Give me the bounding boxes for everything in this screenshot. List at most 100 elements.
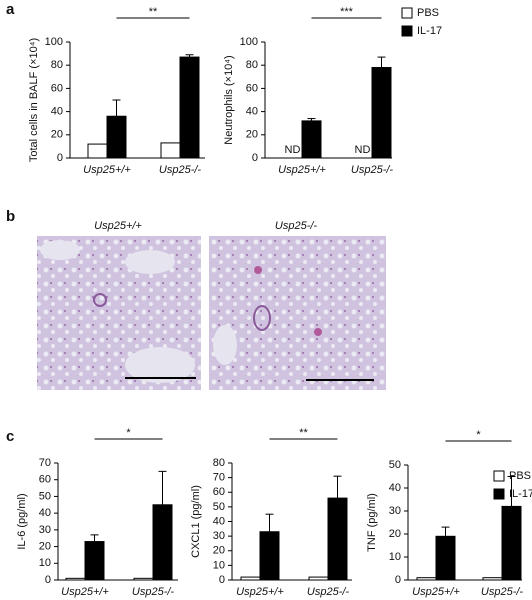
x-tick-label: Usp25+/+ [61, 586, 109, 598]
panel-label: b [6, 208, 15, 225]
y-tick-label: 20 [389, 528, 401, 540]
legend-swatch [401, 7, 413, 19]
legend-label: PBS [417, 7, 439, 19]
error-bar [158, 470, 167, 505]
y-tick-label: 0 [252, 152, 258, 164]
bar [327, 497, 348, 581]
bar [106, 115, 127, 159]
bar [160, 142, 181, 159]
y-tick-label: 100 [240, 36, 258, 48]
y-tick-label: 50 [39, 490, 51, 502]
legend-label: IL-17 [509, 488, 532, 500]
y-tick-label: 70 [39, 457, 51, 469]
y-tick-label: 0 [57, 152, 63, 164]
significance-label: * [476, 429, 481, 441]
bar [65, 577, 86, 581]
y-axis-label: CXCL1 (pg/ml) [190, 485, 202, 558]
y-tick-label: 20 [51, 129, 63, 141]
x-tick-label: Usp25+/+ [412, 586, 460, 598]
y-tick-label: 50 [389, 459, 401, 471]
y-axis-label: IL-6 (pg/ml) [16, 493, 28, 549]
histology-image [209, 236, 386, 390]
y-tick-label: 20 [213, 545, 225, 557]
y-tick-label: 10 [39, 557, 51, 569]
bar [435, 535, 456, 581]
y-tick-label: 60 [213, 486, 225, 498]
y-tick-label: 70 [213, 472, 225, 484]
error-bar [90, 534, 99, 542]
bar [84, 541, 105, 581]
y-tick-label: 40 [51, 106, 63, 118]
y-tick-label: 30 [39, 524, 51, 536]
bar [371, 67, 392, 159]
significance-label: *** [340, 6, 354, 18]
y-tick-label: 10 [213, 559, 225, 571]
image-label: Usp25+/+ [94, 220, 142, 232]
bar [501, 505, 522, 581]
panel-label: c [6, 428, 14, 445]
bar [308, 576, 329, 581]
bar [482, 577, 503, 581]
legend-swatch [493, 488, 505, 500]
error-bar [307, 118, 316, 121]
x-tick-label: Usp25-/- [307, 586, 350, 598]
x-tick-label: Usp25+/+ [278, 164, 326, 176]
error-bar [185, 54, 194, 58]
bar [240, 576, 261, 581]
y-tick-label: 10 [389, 551, 401, 563]
error-bar [112, 99, 121, 117]
bar [259, 531, 280, 581]
error-bar [507, 476, 516, 507]
x-tick-label: Usp25+/+ [83, 164, 131, 176]
error-bar [377, 56, 386, 68]
bar [152, 504, 173, 581]
y-tick-label: 20 [39, 540, 51, 552]
bar [87, 143, 108, 159]
significance-label: ** [149, 6, 158, 18]
y-tick-label: 0 [395, 574, 401, 586]
y-tick-label: 80 [51, 59, 63, 71]
value-label: ND [285, 144, 301, 156]
significance-label: * [126, 427, 131, 439]
bar [301, 120, 322, 159]
value-label: ND [355, 144, 371, 156]
legend-label: IL-17 [417, 25, 442, 37]
histology-image [37, 236, 201, 390]
x-tick-label: Usp25-/- [481, 586, 524, 598]
legend-swatch [493, 470, 505, 482]
error-bar [333, 475, 342, 499]
x-tick-label: Usp25+/+ [236, 586, 284, 598]
y-tick-label: 40 [389, 482, 401, 494]
y-tick-label: 0 [45, 574, 51, 586]
y-axis-label: TNF (pg/ml) [366, 493, 378, 552]
x-tick-label: Usp25-/- [351, 164, 394, 176]
x-tick-label: Usp25-/- [159, 164, 202, 176]
y-tick-label: 100 [45, 36, 63, 48]
y-tick-label: 60 [246, 82, 258, 94]
y-tick-label: 40 [213, 515, 225, 527]
bar [416, 577, 437, 581]
panel-label: a [6, 1, 15, 18]
y-tick-label: 40 [246, 106, 258, 118]
y-tick-label: 80 [213, 457, 225, 469]
y-axis-label: Neutrophils (×10⁴) [223, 55, 235, 144]
y-tick-label: 40 [39, 507, 51, 519]
y-tick-label: 60 [51, 82, 63, 94]
error-bar [441, 526, 450, 537]
legend-label: PBS [509, 470, 531, 482]
y-tick-label: 50 [213, 501, 225, 513]
legend-swatch [401, 25, 413, 37]
y-tick-label: 30 [389, 505, 401, 517]
bar [133, 577, 154, 581]
y-tick-label: 60 [39, 474, 51, 486]
image-label: Usp25-/- [275, 220, 318, 232]
significance-label: ** [299, 427, 308, 439]
bar [179, 56, 200, 159]
y-tick-label: 30 [213, 530, 225, 542]
y-tick-label: 20 [246, 129, 258, 141]
y-tick-label: 80 [246, 59, 258, 71]
y-axis-label: Total cells in BALF (×10⁴) [28, 38, 40, 162]
x-tick-label: Usp25-/- [132, 586, 175, 598]
error-bar [265, 513, 274, 532]
